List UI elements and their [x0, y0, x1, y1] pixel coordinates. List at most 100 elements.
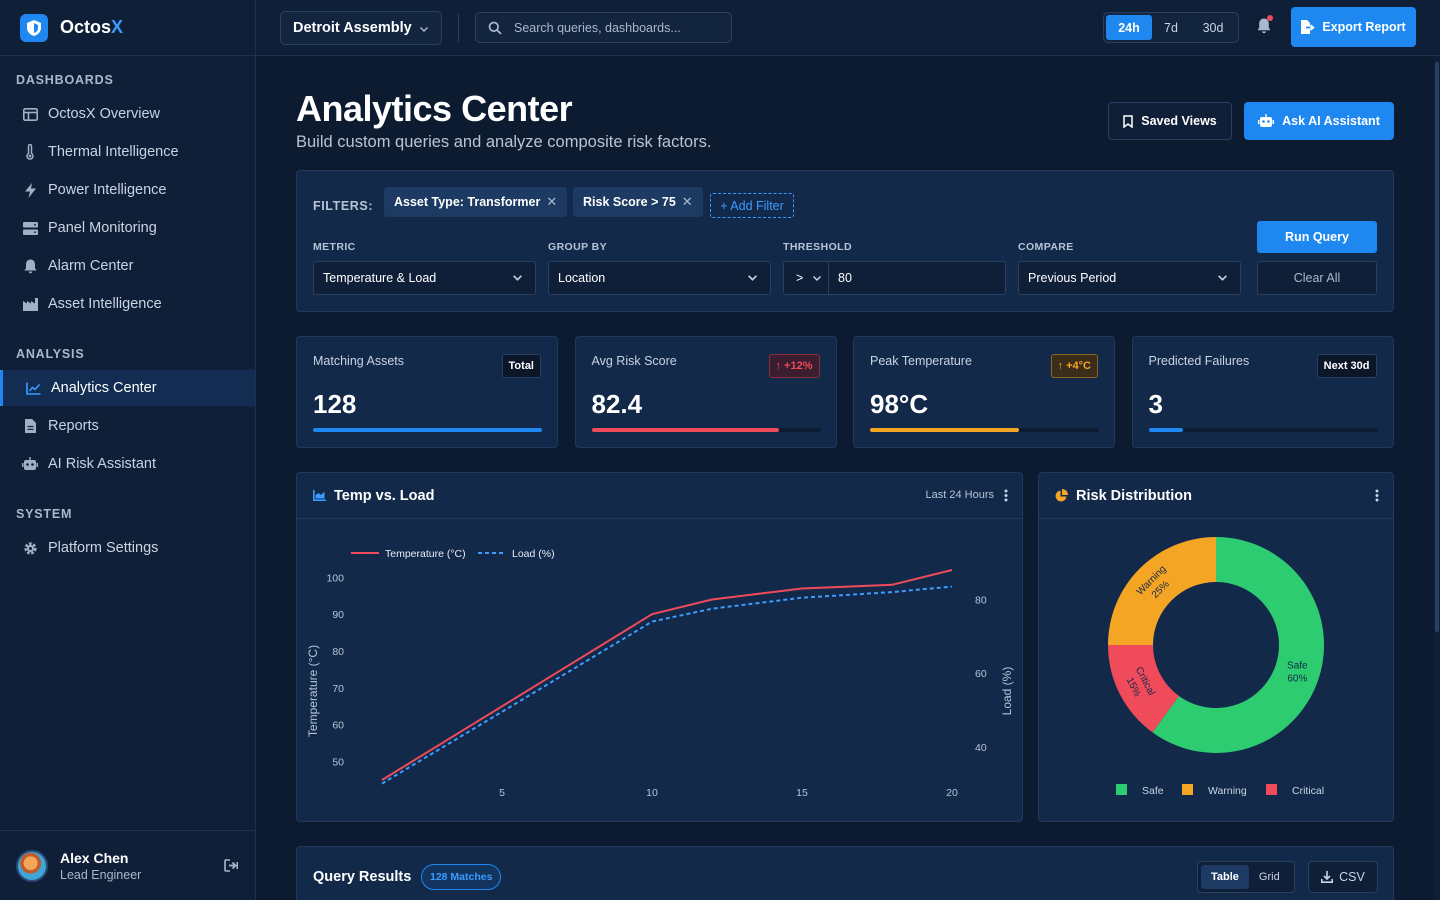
range-7d-button[interactable]: 7d [1164, 20, 1178, 35]
grid-view-button[interactable]: Grid [1258, 871, 1280, 883]
compare-select[interactable]: Previous Period [1018, 261, 1241, 295]
table-view-button[interactable]: Table [1201, 865, 1249, 889]
y-left-tick-label: 70 [332, 683, 344, 695]
legend-swatch [1182, 784, 1193, 795]
csv-download-button[interactable]: CSV [1308, 861, 1378, 893]
sidebar-item-panel-monitoring[interactable]: Panel Monitoring [0, 210, 255, 246]
layout-icon [22, 106, 38, 122]
filter-chip-label: Risk Score > 75 [583, 195, 676, 209]
legend-item-warning: Warning [1182, 784, 1247, 797]
chart-area-icon [313, 490, 326, 501]
y-right-tick-label: 80 [975, 595, 987, 607]
filter-chip-risk-score[interactable]: Risk Score > 75 ✕ [573, 187, 703, 217]
kpi-card: Matching Assets Total 128 [296, 336, 558, 448]
filters-label: FILTERS: [313, 199, 374, 213]
kpi-value: 82.4 [591, 389, 643, 419]
slice-name: Safe [1287, 660, 1308, 671]
search-input[interactable]: Search queries, dashboards... [475, 12, 732, 43]
y-right-tick-label: 60 [975, 668, 987, 680]
threshold-value-input[interactable]: 80 [828, 261, 1006, 295]
kpi-card: Peak Temperature ↑ +4°C 98°C [853, 336, 1115, 448]
more-options-icon[interactable] [1375, 489, 1379, 507]
y-right-axis-label: Load (%) [1000, 667, 1014, 716]
chevron-down-icon [812, 272, 822, 286]
kpi-badge: Total [501, 354, 541, 378]
legend-label: Temperature (°C) [385, 548, 466, 560]
range-24h-button[interactable]: 24h [1106, 15, 1152, 40]
sidebar-item-label: Power Intelligence [48, 182, 167, 198]
bookmark-icon [1123, 114, 1133, 128]
logout-icon[interactable] [224, 859, 239, 877]
donut-slice-critical[interactable] [1108, 645, 1179, 733]
brand[interactable]: OctosX [0, 0, 255, 56]
metric-label: METRIC [313, 241, 356, 253]
kpi-progress-fill [870, 428, 1019, 432]
sidebar-item-asset-intelligence[interactable]: Asset Intelligence [0, 286, 255, 322]
y-left-tick-label: 80 [332, 646, 344, 658]
topbar: Detroit Assembly Search queries, dashboa… [256, 0, 1440, 56]
card-header: Temp vs. Load [297, 473, 1022, 519]
close-icon[interactable]: ✕ [681, 194, 693, 209]
chart-legend: Temperature (°C) Load (%) [351, 548, 555, 560]
avatar [16, 849, 48, 882]
sidebar-item-label: Reports [48, 418, 99, 434]
sidebar-item-label: Alarm Center [48, 258, 134, 274]
robot-icon [1258, 114, 1275, 127]
add-filter-button[interactable]: + Add Filter [710, 193, 794, 218]
chart-line-icon [25, 380, 41, 396]
legend-label: Critical [1292, 785, 1324, 797]
kpi-value: 128 [313, 389, 357, 419]
scrollbar-thumb[interactable] [1435, 62, 1439, 632]
user-profile[interactable]: Alex Chen Lead Engineer [0, 830, 255, 900]
group-by-select-value: Location [558, 271, 606, 285]
sidebar-item-octosx-overview[interactable]: OctosX Overview [0, 96, 255, 132]
kpi-progress-track [591, 428, 821, 432]
filter-chip-asset-type[interactable]: Asset Type: Transformer ✕ [384, 187, 568, 217]
threshold-operator-select[interactable]: > [783, 261, 829, 295]
sidebar-item-power-intelligence[interactable]: Power Intelligence [0, 172, 255, 208]
clear-all-button[interactable]: Clear All [1257, 261, 1377, 295]
brand-name: OctosX [60, 17, 123, 38]
range-30d-button[interactable]: 30d [1202, 20, 1224, 35]
legend-swatch [1266, 784, 1277, 795]
nav-section-system: SYSTEM [16, 507, 73, 521]
sidebar-item-reports[interactable]: Reports [0, 408, 255, 444]
card-header: Risk Distribution [1039, 473, 1393, 519]
kpi-progress-fill [591, 428, 780, 432]
export-report-button[interactable]: Export Report [1291, 7, 1416, 47]
scrollbar[interactable] [1434, 56, 1440, 900]
x-tick-label: 5 [499, 787, 505, 799]
sidebar-item-ai-risk-assistant[interactable]: AI Risk Assistant [0, 446, 255, 482]
sidebar-item-thermal-intelligence[interactable]: Thermal Intelligence [0, 134, 255, 170]
sidebar-item-alarm-center[interactable]: Alarm Center [0, 248, 255, 284]
matches-badge: 128 Matches [421, 864, 502, 890]
legend-swatch [1116, 784, 1127, 795]
run-query-button[interactable]: Run Query [1257, 221, 1377, 253]
compare-select-value: Previous Period [1028, 271, 1117, 285]
donut-slice-warning[interactable] [1108, 537, 1216, 645]
kpi-badge: Next 30d [1316, 354, 1377, 378]
group-by-select[interactable]: Location [548, 261, 771, 295]
kpi-card: Avg Risk Score ↑ +12% 82.4 [574, 336, 837, 448]
user-name: Alex Chen [60, 849, 129, 866]
more-options-icon[interactable] [1004, 489, 1008, 507]
page-subtitle: Build custom queries and analyze composi… [296, 133, 712, 151]
site-select[interactable]: Detroit Assembly [280, 11, 442, 45]
user-role: Lead Engineer [60, 867, 142, 882]
notifications-bell-icon[interactable] [1257, 15, 1273, 39]
file-export-icon [1301, 20, 1316, 34]
ask-ai-assistant-button[interactable]: Ask AI Assistant [1244, 102, 1394, 140]
chevron-down-icon [1217, 272, 1228, 286]
sidebar-item-platform-settings[interactable]: Platform Settings [0, 530, 255, 566]
filter-chip-label: Asset Type: Transformer [394, 195, 541, 209]
page-title: Analytics Center [296, 88, 573, 129]
metric-select[interactable]: Temperature & Load [313, 261, 536, 295]
sidebar-item-analytics-center[interactable]: Analytics Center [0, 370, 255, 406]
saved-views-label: Saved Views [1141, 114, 1217, 128]
card-title: Risk Distribution [1076, 487, 1193, 504]
donut-slice-safe[interactable] [1152, 537, 1324, 753]
download-icon [1321, 871, 1334, 883]
close-icon[interactable]: ✕ [546, 194, 558, 209]
card-title: Temp vs. Load [334, 487, 435, 504]
saved-views-button[interactable]: Saved Views [1108, 102, 1232, 140]
